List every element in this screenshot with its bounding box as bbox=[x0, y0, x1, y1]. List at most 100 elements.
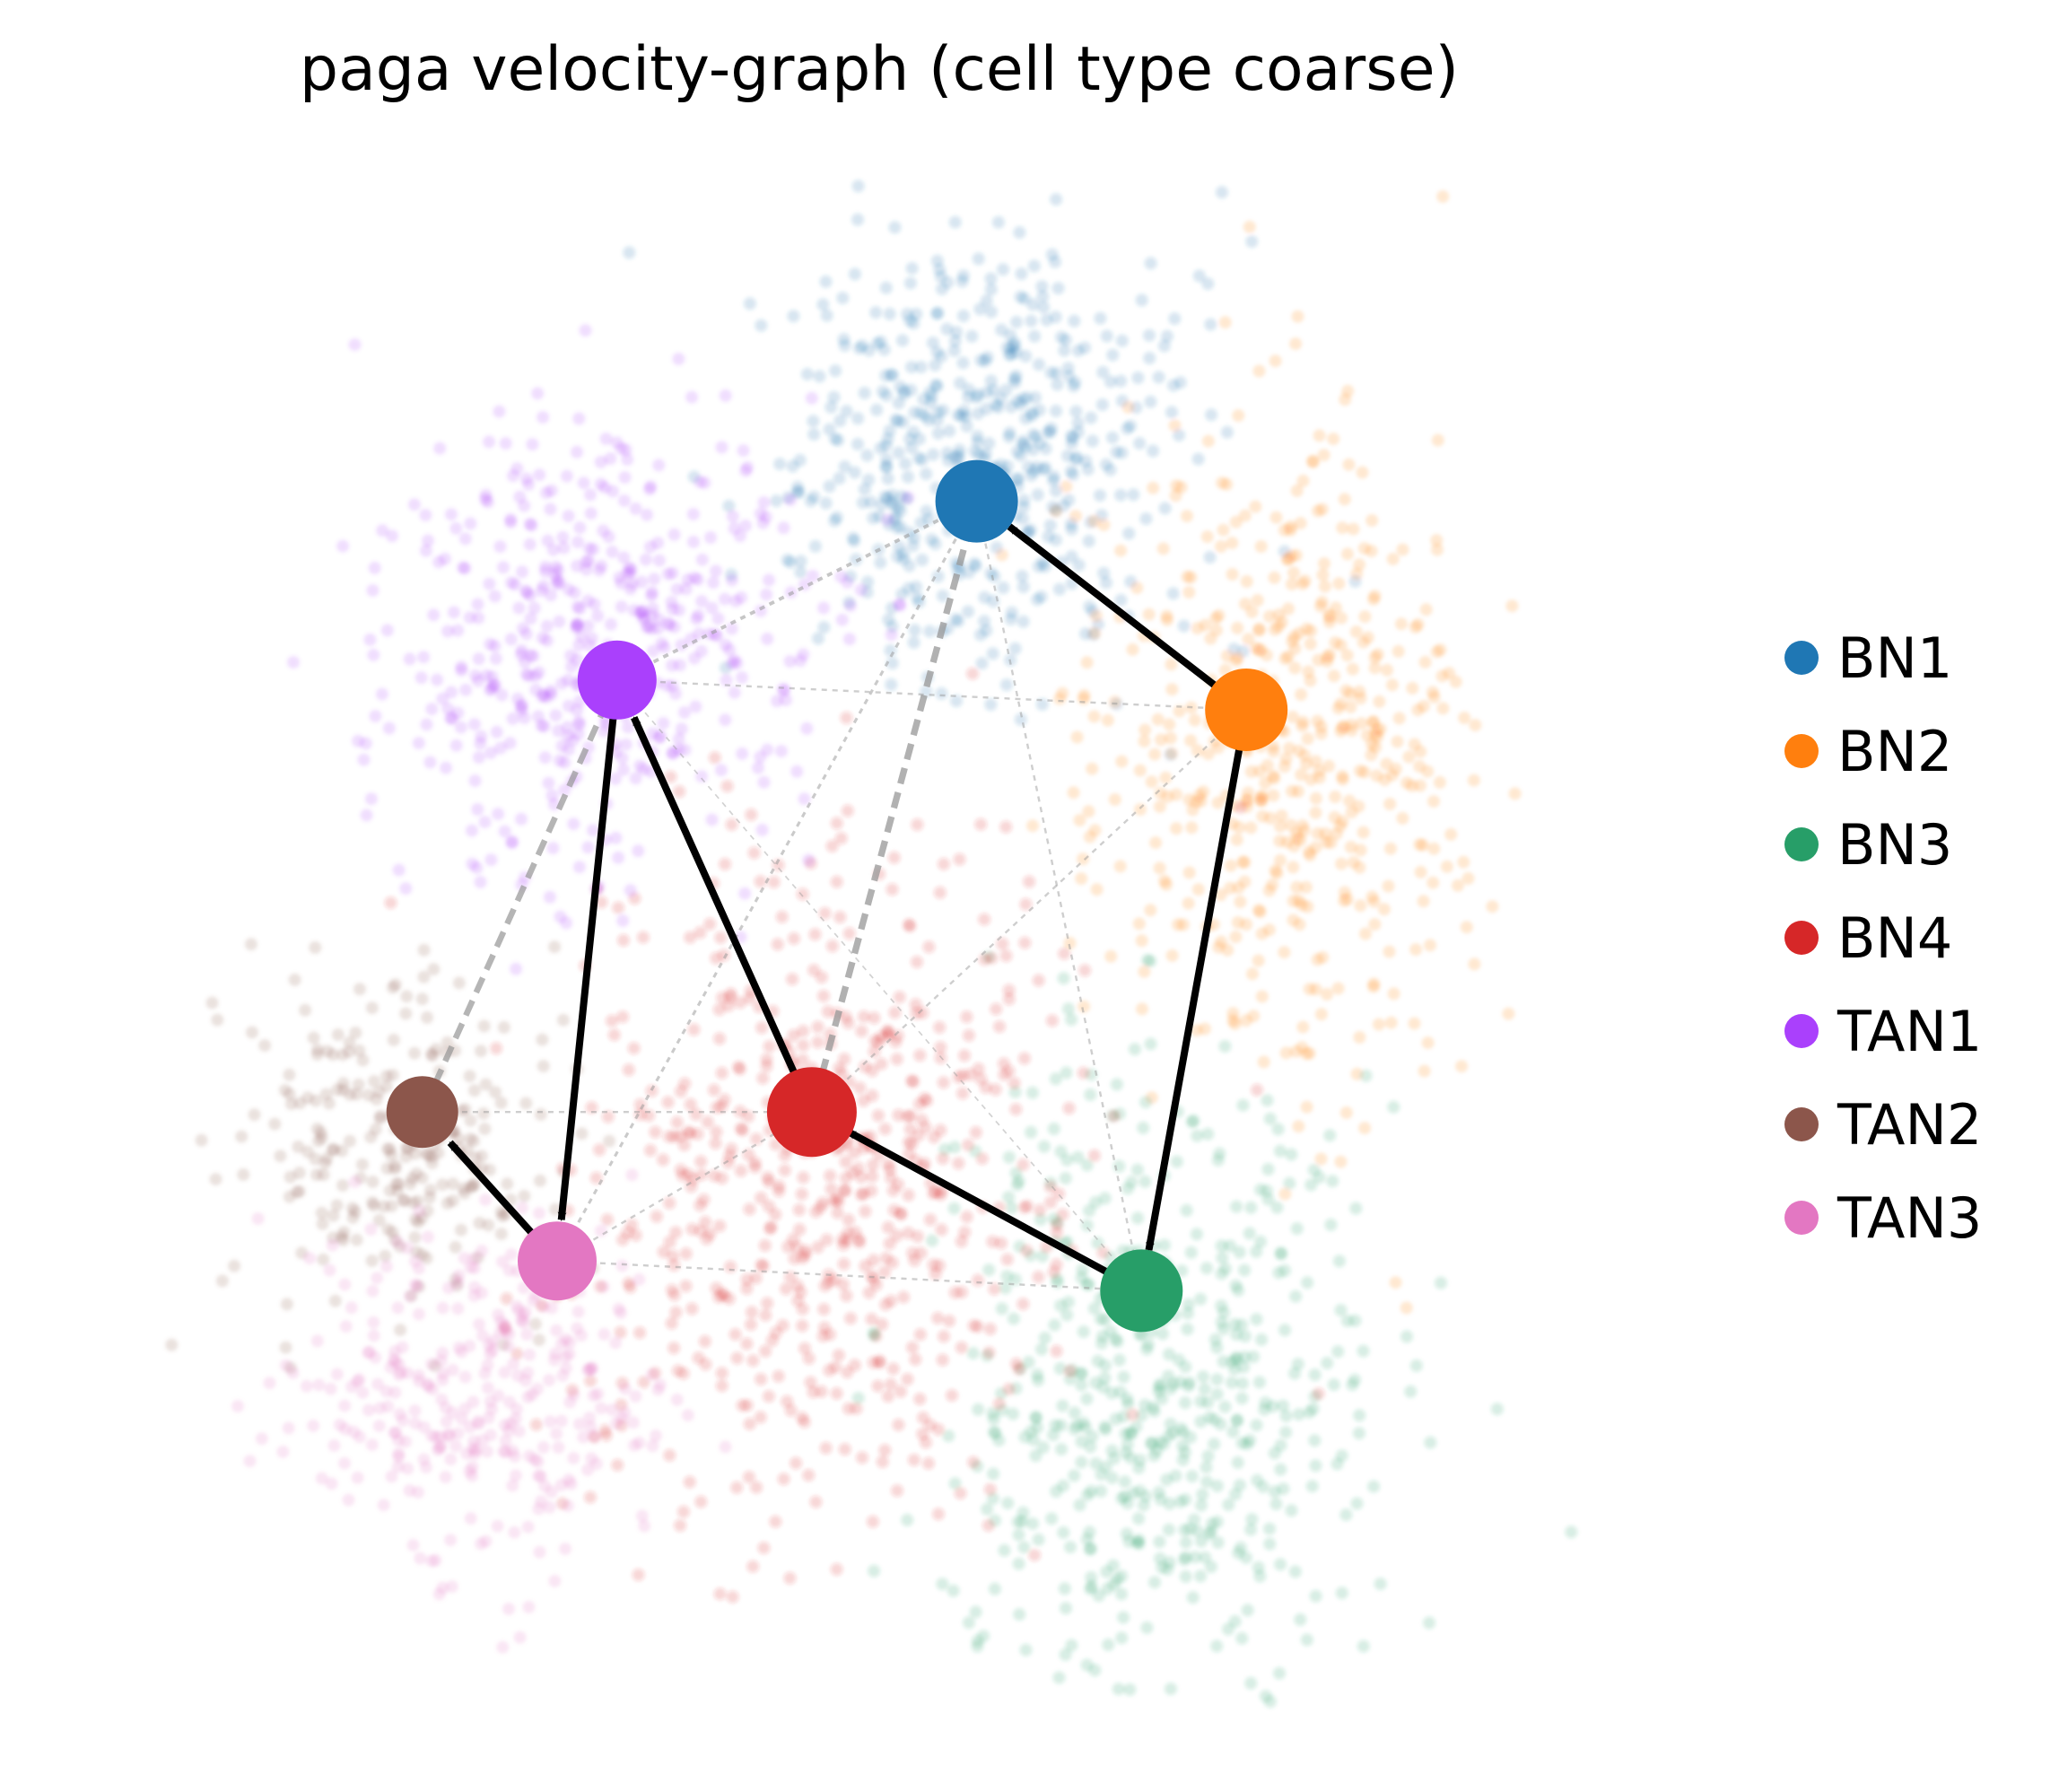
cell-point bbox=[1189, 1551, 1202, 1564]
cell-point bbox=[408, 1278, 422, 1291]
cell-point bbox=[1301, 732, 1314, 746]
cell-point bbox=[649, 1125, 662, 1139]
cell-point bbox=[692, 1351, 705, 1365]
cell-point bbox=[831, 1206, 844, 1219]
cell-point bbox=[866, 1089, 879, 1102]
cell-point bbox=[1039, 442, 1052, 455]
cell-point bbox=[756, 516, 770, 529]
legend-label: BN2 bbox=[1837, 719, 1952, 784]
cell-point bbox=[1077, 852, 1090, 866]
cell-point bbox=[573, 521, 587, 535]
cell-point bbox=[1211, 796, 1225, 809]
cell-point bbox=[415, 992, 429, 1006]
cell-point bbox=[783, 655, 797, 668]
cell-point bbox=[452, 1341, 466, 1354]
cell-point bbox=[1149, 836, 1163, 850]
cell-point bbox=[948, 1141, 962, 1154]
cell-point bbox=[988, 1582, 1001, 1595]
cell-point bbox=[1194, 1569, 1207, 1583]
cell-point bbox=[713, 1032, 726, 1045]
cell-point bbox=[1154, 1377, 1167, 1391]
cell-point bbox=[1344, 700, 1357, 713]
cell-point bbox=[1254, 540, 1268, 553]
cell-point bbox=[505, 1248, 519, 1261]
cell-point bbox=[1434, 643, 1447, 657]
cell-point bbox=[524, 649, 537, 662]
cell-point bbox=[674, 1085, 687, 1098]
cell-point bbox=[689, 1108, 702, 1121]
cell-point bbox=[571, 617, 584, 630]
cell-point bbox=[925, 1234, 938, 1247]
cell-point bbox=[549, 709, 563, 722]
cell-point bbox=[1338, 493, 1351, 506]
cell-point bbox=[563, 1347, 576, 1360]
cell-point bbox=[851, 412, 865, 425]
cell-point bbox=[1049, 255, 1061, 268]
cell-point bbox=[1210, 1515, 1224, 1528]
cell-point bbox=[315, 1472, 328, 1485]
cell-point bbox=[851, 1392, 865, 1405]
cell-point bbox=[862, 473, 876, 486]
cell-point bbox=[1069, 453, 1083, 467]
cell-point bbox=[816, 298, 830, 311]
cell-point bbox=[734, 996, 747, 1010]
cell-point bbox=[376, 524, 389, 538]
cell-point bbox=[1387, 1100, 1400, 1114]
cell-point bbox=[1157, 1438, 1171, 1451]
cell-point bbox=[562, 582, 575, 596]
cell-point bbox=[1313, 429, 1326, 442]
cell-point bbox=[474, 876, 487, 888]
legend-item-bn2: BN2 bbox=[1784, 719, 1952, 784]
cell-point bbox=[1269, 623, 1281, 636]
cell-point bbox=[1096, 365, 1110, 379]
cell-point bbox=[1368, 918, 1382, 931]
cell-point bbox=[819, 1441, 833, 1455]
cell-point bbox=[956, 310, 970, 322]
cell-point bbox=[866, 1515, 879, 1528]
cell-point bbox=[960, 1010, 973, 1024]
cell-point bbox=[309, 1152, 322, 1166]
cell-point bbox=[796, 887, 809, 901]
cell-point bbox=[1417, 895, 1430, 908]
cell-point bbox=[1215, 1267, 1228, 1281]
cell-point bbox=[228, 1259, 241, 1272]
cell-point bbox=[650, 1210, 663, 1223]
cell-point bbox=[994, 392, 1008, 406]
cell-point bbox=[970, 390, 983, 404]
cell-point bbox=[1357, 1344, 1370, 1358]
cell-point bbox=[1289, 337, 1303, 351]
cell-point bbox=[1300, 1633, 1313, 1647]
cell-point bbox=[790, 765, 804, 778]
cell-point bbox=[1402, 750, 1416, 764]
cell-point bbox=[1274, 853, 1287, 867]
cell-point bbox=[1032, 1533, 1045, 1546]
cell-point bbox=[897, 1290, 911, 1304]
cell-point bbox=[1309, 755, 1322, 768]
cell-point bbox=[1045, 1014, 1059, 1027]
cell-point bbox=[920, 1094, 933, 1107]
cell-point bbox=[479, 1193, 492, 1206]
cell-point bbox=[612, 851, 625, 864]
cell-point bbox=[777, 683, 790, 695]
cell-point bbox=[1032, 974, 1045, 987]
cell-point bbox=[420, 718, 433, 731]
cell-point bbox=[299, 1003, 312, 1017]
cell-point bbox=[1181, 570, 1194, 583]
cell-point bbox=[1144, 1037, 1157, 1051]
cell-point bbox=[763, 573, 775, 587]
cell-point bbox=[1085, 1484, 1098, 1498]
cell-point bbox=[1114, 593, 1128, 607]
cell-point bbox=[1182, 1298, 1195, 1311]
cell-point bbox=[1252, 954, 1265, 967]
cell-point bbox=[1143, 352, 1156, 365]
cell-point bbox=[1012, 1528, 1025, 1542]
cell-point bbox=[548, 1347, 562, 1360]
cell-point bbox=[989, 1083, 1002, 1097]
cell-point bbox=[388, 1162, 401, 1176]
cell-point bbox=[1335, 857, 1348, 870]
cell-point bbox=[1405, 779, 1418, 792]
cell-point bbox=[625, 577, 639, 590]
cell-point bbox=[316, 1217, 329, 1230]
node-tan1 bbox=[577, 640, 657, 720]
cell-point bbox=[1164, 1683, 1177, 1696]
